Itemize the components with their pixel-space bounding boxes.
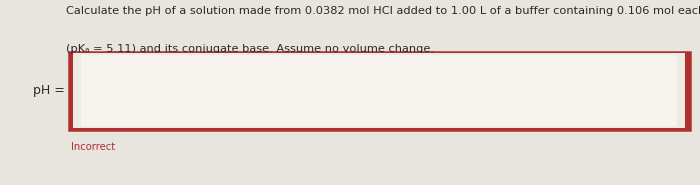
Text: Calculate the pH of a solution made from 0.0382 mol HCl added to 1.00 L of a buf: Calculate the pH of a solution made from…: [66, 6, 700, 16]
FancyBboxPatch shape: [81, 55, 677, 126]
FancyBboxPatch shape: [73, 53, 685, 128]
Text: pH =: pH =: [32, 84, 64, 97]
FancyBboxPatch shape: [69, 52, 690, 130]
Text: Incorrect: Incorrect: [71, 142, 116, 152]
Text: (pKₐ = 5.11) and its conjugate base. Assume no volume change.: (pKₐ = 5.11) and its conjugate base. Ass…: [66, 44, 435, 54]
